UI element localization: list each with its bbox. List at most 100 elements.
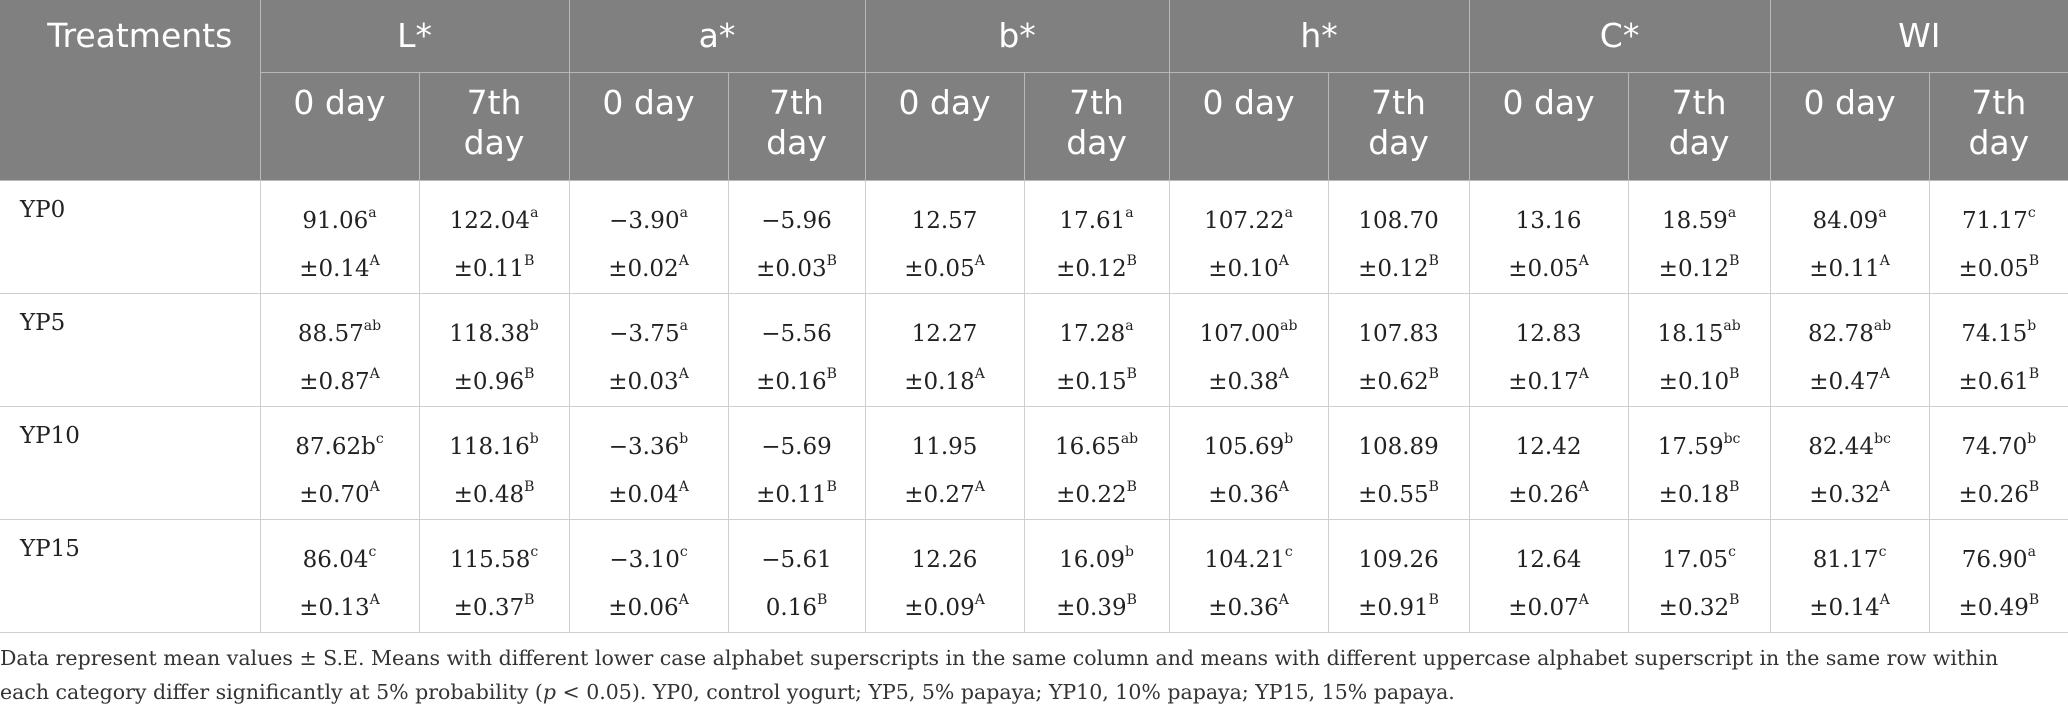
cell-se: ±0.14A [1771,584,1929,632]
se-superscript: B [2028,479,2040,496]
mean-superscript: a [530,205,539,222]
subheader-day: 7th day [727,72,866,181]
cell-se: ±0.07A [1470,584,1628,632]
subheader-day: 7th day [1327,72,1470,181]
mean-superscript: b [2027,318,2037,335]
cell-mean: 122.04a [420,197,569,245]
cell-mean: 115.58c [420,536,569,584]
se-superscript: B [1729,592,1740,609]
se-value: ±0.70 [299,482,370,508]
se-superscript: A [369,253,380,270]
cell-se: ±0.06A [570,584,728,632]
table-row: YP15 86.04c ±0.13A 115.58c ±0.37B −3.10c ±0.06… [0,519,2068,633]
cell-se: ±0.15B [1025,358,1169,406]
mean-superscript: b [529,431,539,448]
se-value: ±0.06 [608,595,679,621]
table-cell: 118.38b ±0.96B [418,293,570,407]
mean-value: 88.57 [297,321,364,347]
se-superscript: B [1428,253,1439,270]
table-cell: 81.17c ±0.14A [1769,519,1930,633]
cell-se: ±0.03A [570,358,728,406]
cell-mean: −3.75a [570,310,728,358]
se-value: ±0.14 [1809,595,1880,621]
mean-value: 84.09 [1812,208,1879,234]
cell-mean: −5.56 [729,310,865,358]
se-value: ±0.27 [904,482,975,508]
cell-se: ±0.10A [1170,245,1328,293]
mean-superscript: c [530,544,539,561]
se-superscript: B [1126,366,1137,383]
mean-superscript: a [679,205,688,222]
table-cell: −3.36b ±0.04A [568,406,729,520]
cell-mean: 107.00ab [1170,310,1328,358]
mean-value: 82.44 [1808,434,1875,460]
se-superscript: B [2028,366,2040,383]
table-cell: 12.64 ±0.07A [1468,519,1629,633]
se-superscript: A [1278,366,1289,383]
table-cell: 12.27 ±0.18A [864,293,1025,407]
se-value: ±0.18 [1658,482,1730,508]
table-cell: 17.05c ±0.32B [1627,519,1771,633]
mean-superscript: b [529,318,539,335]
mean-value: 105.69 [1203,434,1285,460]
table-cell: 16.09b ±0.39B [1023,519,1170,633]
table-cell: 17.59bc ±0.18B [1627,406,1771,520]
se-value: ±0.11 [756,482,827,508]
mean-value: −3.75 [609,321,680,347]
table-cell: 118.16b ±0.48B [418,406,570,520]
table-wrapper: Treatments L* a* b* h* C* WI 0 day 7th da… [0,0,2068,704]
table-cell: 76.90a ±0.49B [1928,519,2068,633]
cell-se: ±0.09A [866,584,1024,632]
mean-value: 86.04 [302,547,369,573]
mean-value: 12.26 [911,547,978,573]
mean-value: 108.89 [1358,434,1439,460]
cell-se: ±0.11B [420,245,569,293]
mean-superscript: c [679,544,688,561]
se-superscript: A [1879,592,1890,609]
se-superscript: A [1879,253,1890,270]
mean-value: −5.69 [761,434,832,460]
mean-value: −3.90 [609,208,680,234]
table-cell: 107.22a ±0.10A [1168,180,1329,294]
se-superscript: A [974,592,985,609]
subheader-day: 7th day [418,72,570,181]
cell-mean: 12.26 [866,536,1024,584]
cell-mean: 107.22a [1170,197,1328,245]
mean-value: 118.38 [449,321,530,347]
se-superscript: B [1126,592,1137,609]
se-value: ±0.96 [453,369,525,395]
se-value: ±0.02 [608,256,679,282]
cell-mean: 12.42 [1470,423,1628,471]
mean-value: −3.36 [608,434,680,460]
cell-se: ±0.26A [1470,471,1628,519]
table-cell: −5.69 ±0.11B [727,406,866,520]
cell-mean: 108.89 [1329,423,1469,471]
se-value: ±0.36 [1208,595,1279,621]
table-cell: 108.70 ±0.12B [1327,180,1470,294]
table-cell: 87.62bc ±0.70A [259,406,420,520]
mean-value: 17.59 [1657,434,1724,460]
se-value: ±0.26 [1958,482,2029,508]
subheader-day: 7th day [1928,72,2068,181]
mean-superscript: a [1125,205,1134,222]
mean-superscript: ab [363,318,382,335]
mean-value: 16.09 [1059,547,1125,573]
table-cell: 17.28a ±0.15B [1023,293,1170,407]
table-cell: 13.16 ±0.05A [1468,180,1629,294]
table-row: YP10 87.62bc ±0.70A 118.16b ±0.48B −3.36b ±0.0… [0,406,2068,520]
mean-value: 81.17 [1812,547,1879,573]
se-superscript: A [678,479,689,496]
se-value: ±0.22 [1056,482,1127,508]
se-superscript: A [1879,366,1890,383]
se-superscript: A [1879,479,1890,496]
se-value: ±0.32 [1658,595,1730,621]
mean-superscript: a [1878,205,1887,222]
mean-superscript: ab [1120,431,1139,448]
cell-se: ±0.47A [1771,358,1929,406]
mean-value: 107.83 [1358,321,1439,347]
cell-mean: 81.17c [1771,536,1929,584]
se-superscript: A [369,592,380,609]
header-row-days: 0 day 7th day 0 day 7th day 0 day 7th day 0 da… [0,72,2068,181]
table-header: Treatments L* a* b* h* C* WI 0 day 7th da… [0,0,2068,181]
se-value: ±0.47 [1809,369,1880,395]
